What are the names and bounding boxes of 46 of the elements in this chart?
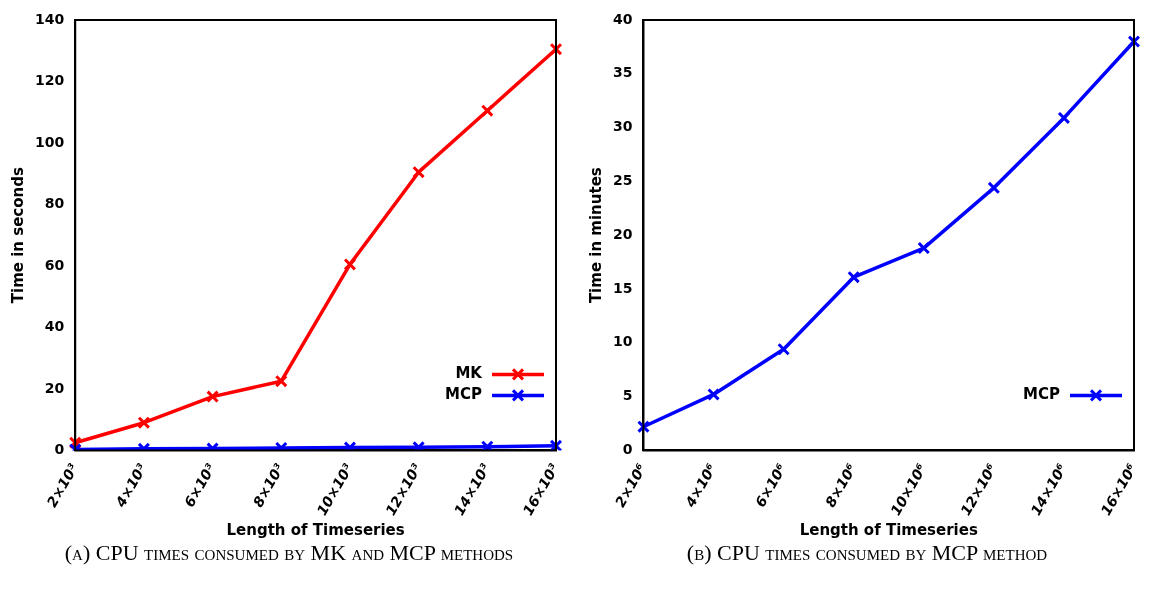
y-tick-label: 35 <box>613 64 633 81</box>
y-axis-title: Time in minutes <box>586 167 605 304</box>
x-axis-title: Length of Timeseries <box>799 520 978 539</box>
y-tick-label: 40 <box>613 10 633 27</box>
y-tick-label: 100 <box>34 133 65 150</box>
y-tick-label: 20 <box>44 379 65 396</box>
point <box>274 441 288 451</box>
legend-label: MCP <box>1023 385 1060 404</box>
point <box>1057 111 1071 125</box>
point <box>343 257 357 271</box>
y-tick-label: 120 <box>34 72 65 89</box>
point <box>137 416 151 430</box>
point <box>412 165 426 179</box>
x-axis-title: Length of Timeseries <box>226 520 405 539</box>
y-axis-title: Time in seconds <box>8 167 27 304</box>
point <box>847 270 861 284</box>
text: (a) CPU times consumed by MK and MCP methods <box>63 540 515 566</box>
point <box>343 441 357 451</box>
y-tick-label: 15 <box>613 279 633 296</box>
y-tick-label: 80 <box>44 195 65 212</box>
point <box>777 342 791 356</box>
legend-label: MK <box>455 364 484 383</box>
point <box>987 181 1001 195</box>
y-tick-label: 60 <box>44 256 65 273</box>
y-tick-label: 25 <box>613 172 633 189</box>
point <box>917 241 931 255</box>
y-tick-label: 0 <box>54 441 65 458</box>
point <box>274 374 288 388</box>
y-tick-label: 30 <box>613 118 633 135</box>
text: (b) CPU times consumed by MCP method <box>685 540 1049 566</box>
point <box>1127 35 1141 48</box>
point <box>549 439 563 451</box>
y-tick-label: 0 <box>622 441 633 458</box>
point <box>480 104 494 118</box>
point <box>206 390 220 404</box>
y-tick-label: 140 <box>34 10 65 27</box>
y-tick-label: 40 <box>44 318 65 335</box>
point <box>412 440 426 451</box>
point <box>549 42 563 56</box>
point <box>637 420 650 434</box>
y-tick-label: 10 <box>613 333 633 350</box>
point <box>480 440 494 451</box>
y-tick-label: 5 <box>622 387 633 404</box>
legend-label: MCP <box>445 385 482 404</box>
y-tick-label: 20 <box>613 225 633 242</box>
point <box>707 387 721 401</box>
